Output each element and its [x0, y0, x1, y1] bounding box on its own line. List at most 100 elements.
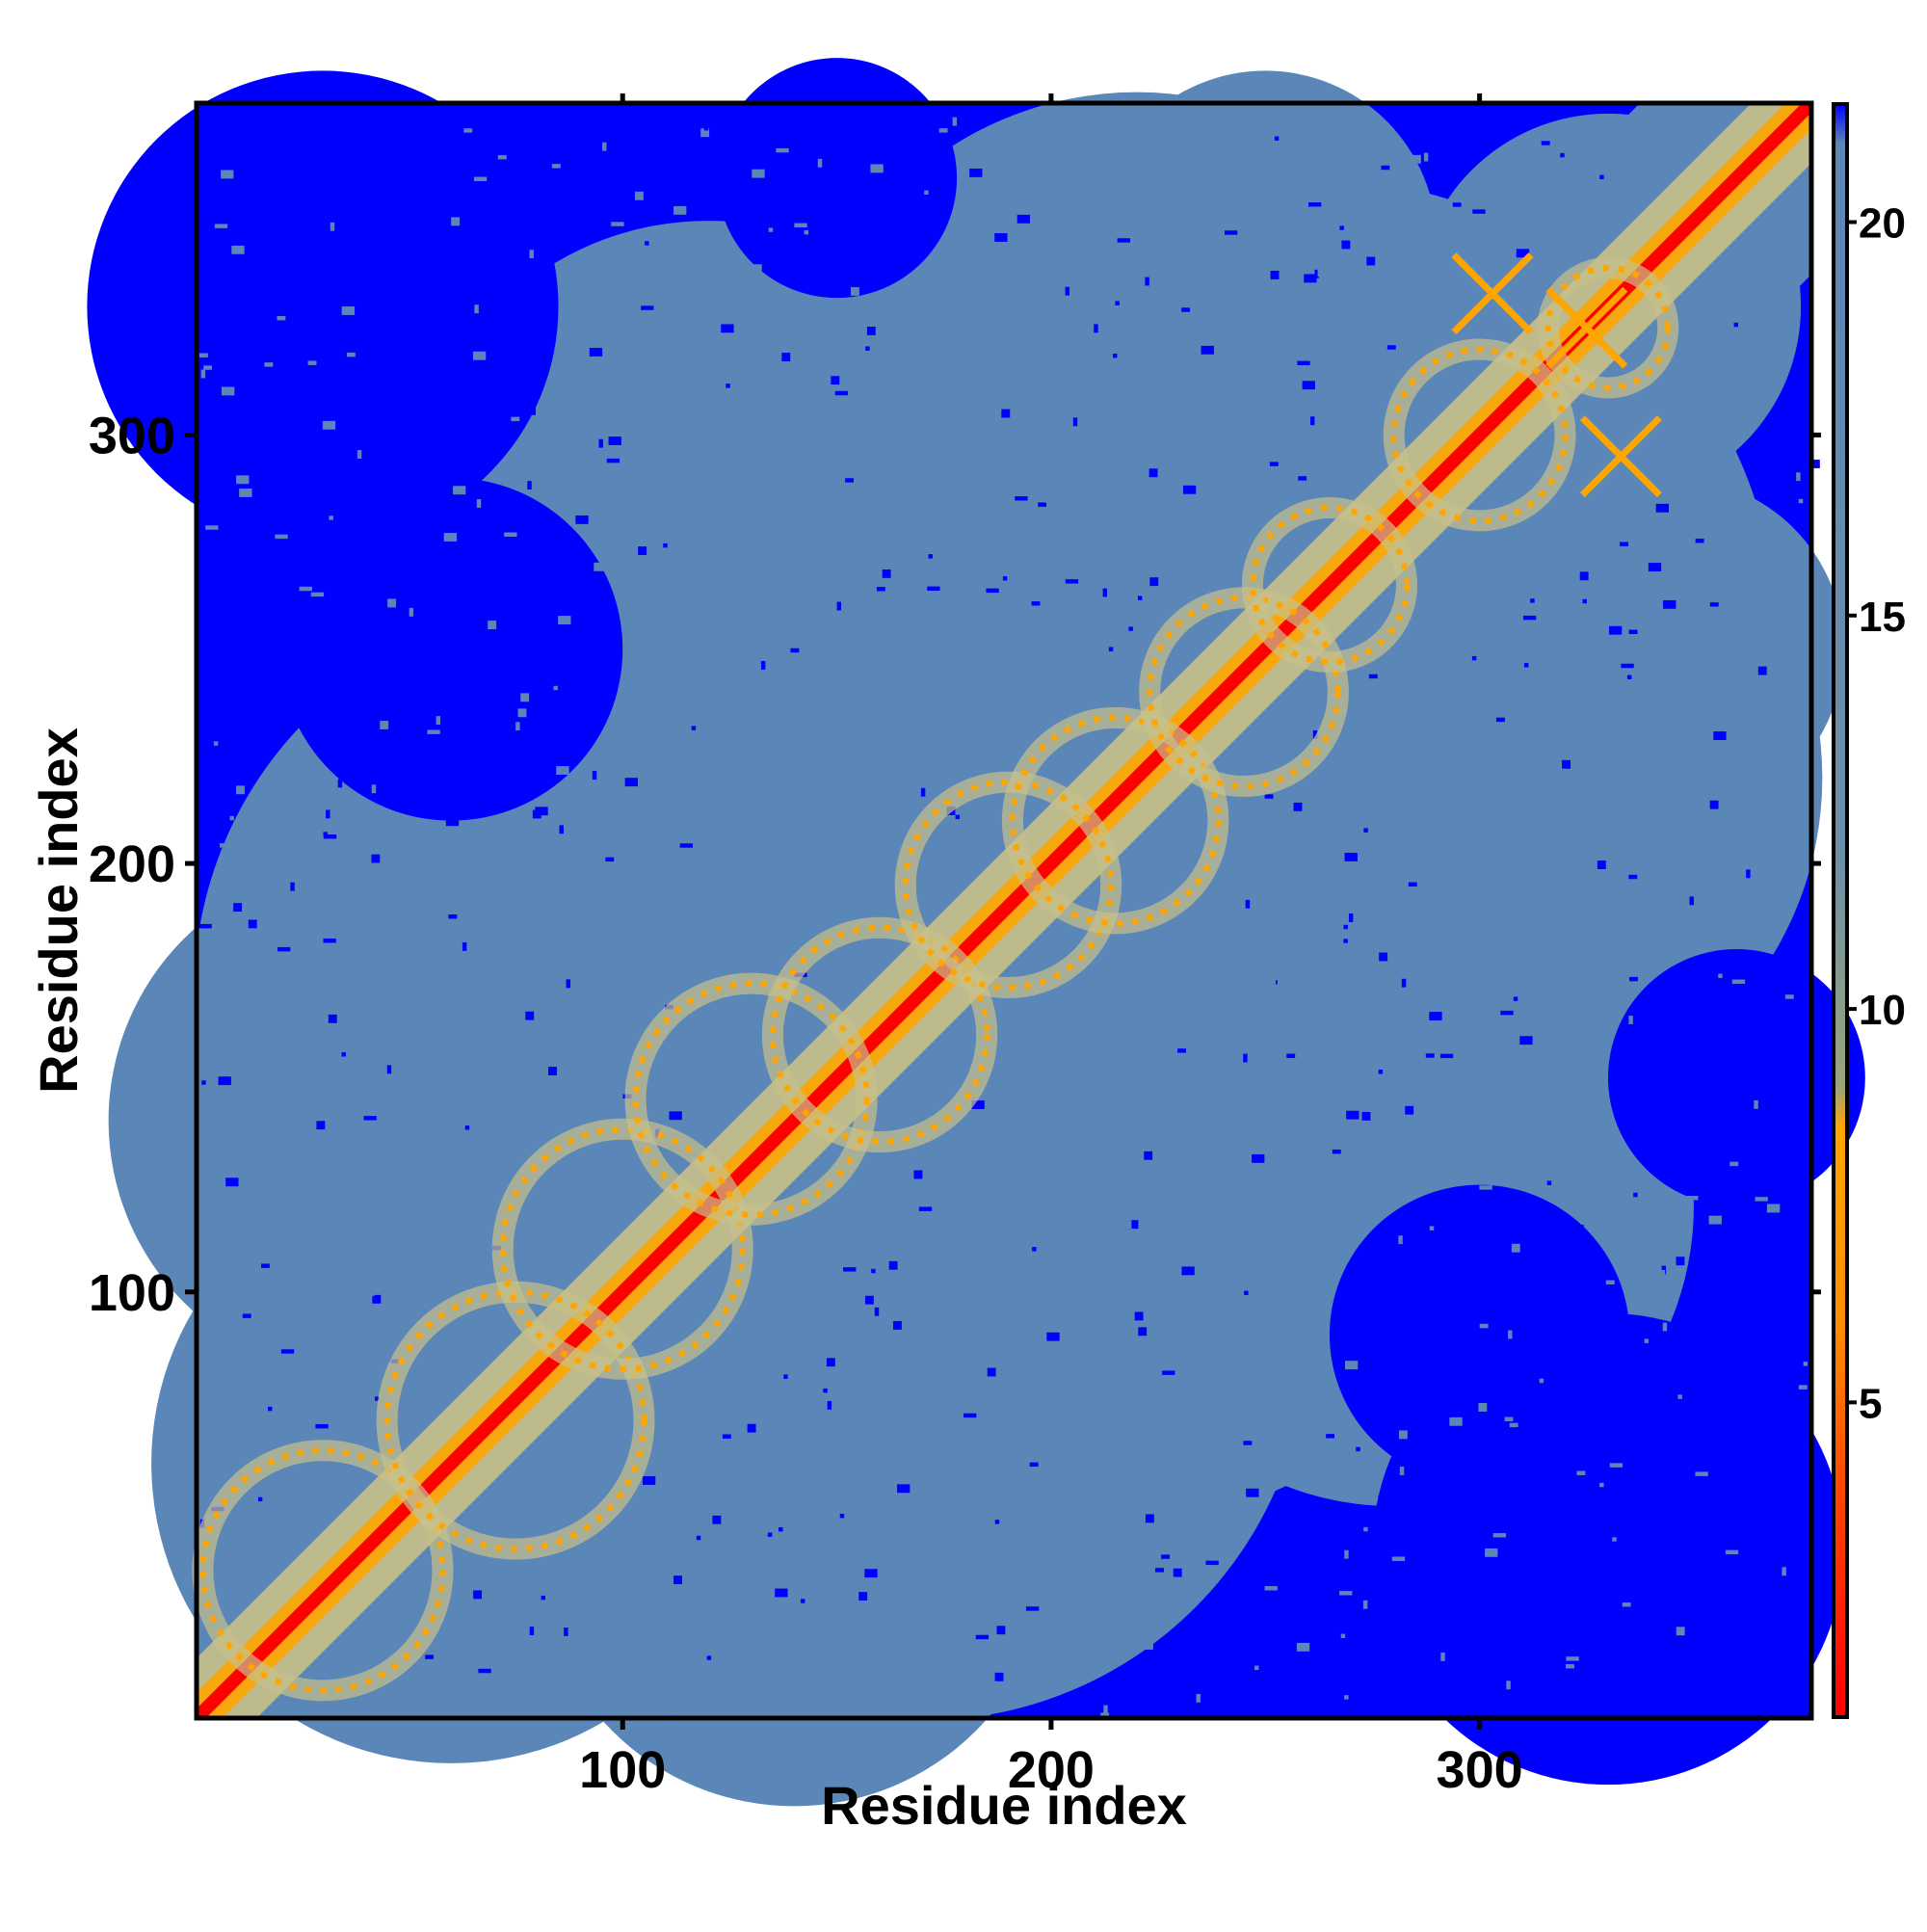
heatmap-cell — [1566, 1095, 1580, 1099]
heatmap-cell — [1628, 629, 1638, 634]
heatmap-cell — [240, 974, 250, 979]
heatmap-cell — [1344, 1361, 1359, 1370]
heatmap-cell — [201, 1080, 206, 1085]
heatmap-cell — [1639, 1525, 1644, 1534]
heatmap-cell — [1671, 1363, 1684, 1372]
heatmap-cell — [1346, 1110, 1359, 1120]
x-tick-label: 300 — [1437, 1741, 1523, 1799]
heatmap-cell — [1530, 598, 1535, 603]
heatmap-far-region — [87, 70, 559, 543]
heatmap-cell — [710, 883, 716, 892]
heatmap-cell — [1597, 860, 1606, 869]
heatmap-cell — [203, 365, 213, 370]
heatmap-cell — [963, 1413, 977, 1418]
heatmap-cell — [651, 1596, 657, 1601]
heatmap-cell — [1270, 270, 1280, 279]
heatmap-cell — [1202, 1305, 1211, 1314]
heatmap-cell — [1742, 906, 1752, 911]
heatmap-cell — [1754, 1099, 1758, 1109]
heatmap-cell — [285, 845, 290, 855]
heatmap-cell — [1035, 567, 1044, 571]
heatmap-cell — [525, 1011, 535, 1020]
heatmap-cell — [602, 142, 607, 151]
heatmap-cell — [1290, 913, 1305, 922]
heatmap-contact-ring-dots — [769, 924, 990, 1146]
heatmap-cell — [1588, 1574, 1594, 1583]
heatmap-cell — [1746, 869, 1751, 879]
heatmap-cell — [1211, 1511, 1225, 1521]
heatmap-cell — [1752, 751, 1765, 755]
heatmap-far-region — [717, 58, 958, 299]
heatmap-cell — [328, 1014, 337, 1023]
heatmap-cell — [1566, 1656, 1579, 1661]
heatmap-cell — [1196, 1533, 1205, 1543]
heatmap-contact-ring-dots — [1249, 505, 1410, 666]
heatmap-cell — [488, 1268, 498, 1278]
heatmap-cell — [1605, 1280, 1615, 1285]
heatmap-cell — [1546, 1180, 1552, 1185]
heatmap-cell — [854, 439, 867, 445]
heatmap-cell — [1117, 238, 1130, 243]
heatmap-cell — [1058, 1673, 1068, 1682]
heatmap-cell — [1401, 978, 1407, 988]
heatmap-cell — [529, 250, 534, 259]
heatmap-cell — [462, 941, 467, 951]
heatmap-cell — [578, 653, 583, 663]
heatmap-cell — [917, 1448, 927, 1458]
heatmap-cell — [1126, 1293, 1132, 1303]
heatmap-cell — [291, 106, 296, 116]
heatmap-cell — [1340, 1633, 1346, 1639]
heatmap-cell — [527, 481, 532, 490]
heatmap-cell — [1764, 463, 1770, 468]
heatmap-cell — [500, 767, 514, 776]
heatmap-cell — [356, 450, 362, 459]
heatmap-cell — [229, 815, 234, 821]
heatmap-cell — [918, 1206, 933, 1211]
heatmap-cell — [879, 630, 888, 635]
heatmap-cell — [256, 325, 266, 330]
heatmap-cell — [1633, 1192, 1638, 1198]
colorbar: 5 10 15 20 — [1832, 102, 1906, 1719]
heatmap-cell — [1466, 206, 1471, 216]
heatmap-cell — [472, 145, 482, 154]
heatmap-cell — [1095, 473, 1105, 478]
heatmap-cell — [1233, 1099, 1243, 1109]
heatmap-cell — [323, 834, 337, 839]
heatmap-cell — [1698, 516, 1703, 525]
heatmap-cell — [1368, 674, 1378, 679]
heatmap-cell — [236, 475, 250, 485]
heatmap-cell — [515, 722, 520, 731]
heatmap-cell — [679, 843, 693, 848]
heatmap-cell — [1509, 1422, 1518, 1428]
heatmap-cell — [975, 1634, 990, 1640]
heatmap-cell — [951, 590, 964, 595]
heatmap-cell — [1100, 1712, 1110, 1717]
heatmap-cell — [1551, 611, 1556, 621]
heatmap-contact-ring-dots — [199, 1447, 446, 1694]
heatmap-cell — [1440, 1652, 1445, 1661]
heatmap-cell — [1233, 1263, 1238, 1269]
heatmap-cell — [1408, 934, 1413, 939]
heatmap-cell — [1294, 1349, 1304, 1354]
heatmap-cell — [236, 580, 250, 589]
heatmap-cell — [1620, 430, 1629, 439]
heatmap-cell — [1222, 1522, 1227, 1532]
heatmap-cell — [1304, 274, 1317, 283]
heatmap-cell — [304, 382, 309, 391]
heatmap-cell — [1659, 620, 1669, 629]
heatmap-cell — [1513, 996, 1518, 1001]
heatmap-cell — [346, 352, 356, 357]
heatmap-cell — [341, 306, 356, 315]
heatmap-cell — [214, 224, 228, 228]
heatmap-cell — [972, 115, 982, 119]
heatmap-cell — [226, 1380, 241, 1385]
heatmap-cell — [1655, 503, 1670, 513]
heatmap-cell — [943, 375, 953, 380]
y-tick-label: 200 — [89, 835, 175, 893]
heatmap-cell — [1485, 1548, 1498, 1557]
heatmap-cell — [1271, 1433, 1277, 1442]
y-tick-label: 300 — [89, 407, 175, 464]
heatmap-cell — [396, 889, 409, 899]
heatmap-cell — [913, 151, 923, 157]
